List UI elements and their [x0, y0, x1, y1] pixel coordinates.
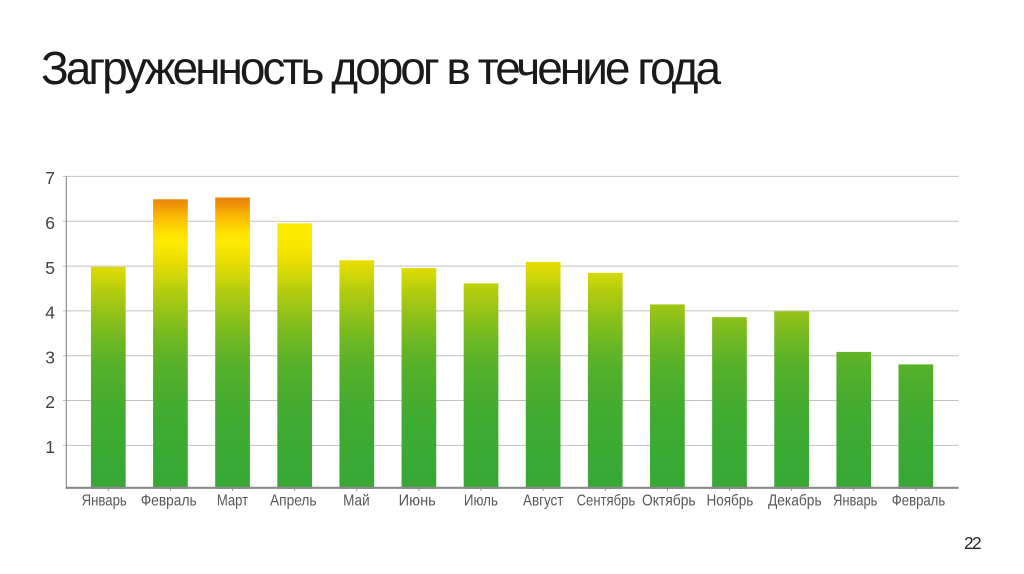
svg-text:Апрель: Апрель	[270, 493, 317, 510]
svg-text:7: 7	[45, 168, 55, 188]
svg-text:4: 4	[45, 303, 55, 323]
svg-text:Сентябрь: Сентябрь	[577, 493, 636, 510]
svg-text:Декабрь: Декабрь	[768, 493, 822, 510]
svg-text:22: 22	[964, 533, 981, 553]
svg-text:3: 3	[45, 347, 55, 367]
svg-text:Январь: Январь	[82, 493, 127, 510]
svg-text:Октябрь: Октябрь	[642, 493, 696, 510]
svg-text:Ноябрь: Ноябрь	[706, 493, 753, 510]
svg-text:5: 5	[45, 258, 55, 278]
svg-text:6: 6	[45, 213, 55, 233]
svg-text:Загруженность дорог в течение: Загруженность дорог в течение года	[41, 42, 721, 94]
svg-text:Май: Май	[343, 493, 370, 510]
svg-text:Июнь: Июнь	[399, 493, 436, 510]
svg-text:Март: Март	[217, 493, 249, 510]
svg-text:1: 1	[45, 437, 55, 457]
svg-text:2: 2	[45, 392, 55, 412]
svg-text:Февраль: Февраль	[892, 493, 945, 510]
svg-text:Август: Август	[523, 493, 564, 510]
svg-text:Июль: Июль	[464, 493, 498, 510]
svg-text:Январь: Январь	[833, 493, 878, 510]
svg-text:Февраль: Февраль	[141, 493, 197, 510]
